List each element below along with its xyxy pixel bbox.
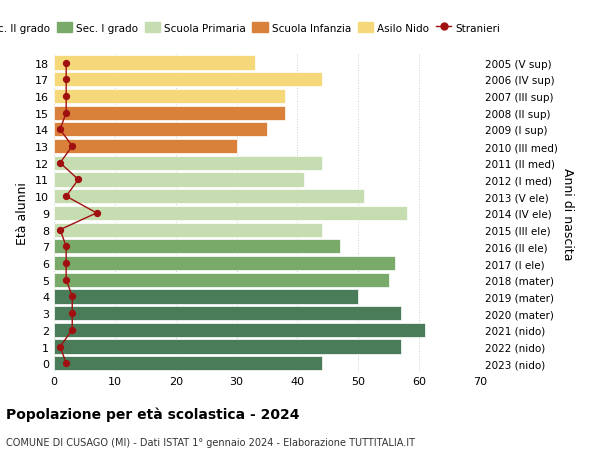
Bar — [54, 290, 358, 304]
Bar — [54, 73, 322, 87]
Point — [67, 310, 77, 317]
Point — [61, 93, 71, 101]
Point — [67, 326, 77, 334]
Point — [61, 360, 71, 367]
Y-axis label: Età alunni: Età alunni — [16, 182, 29, 245]
Point — [55, 226, 65, 234]
Point — [55, 160, 65, 167]
Bar — [54, 340, 401, 354]
Point — [67, 293, 77, 301]
Point — [55, 126, 65, 134]
Point — [61, 110, 71, 117]
Bar — [54, 273, 389, 287]
Bar — [54, 306, 401, 320]
Point — [55, 343, 65, 351]
Point — [61, 276, 71, 284]
Bar — [54, 173, 304, 187]
Point — [61, 60, 71, 67]
Bar — [54, 257, 395, 270]
Bar — [54, 356, 322, 370]
Bar — [54, 90, 285, 104]
Bar — [54, 240, 340, 254]
Point — [61, 243, 71, 251]
Point — [92, 210, 101, 217]
Point — [67, 143, 77, 151]
Bar — [54, 56, 255, 71]
Text: COMUNE DI CUSAGO (MI) - Dati ISTAT 1° gennaio 2024 - Elaborazione TUTTITALIA.IT: COMUNE DI CUSAGO (MI) - Dati ISTAT 1° ge… — [6, 437, 415, 447]
Bar — [54, 123, 267, 137]
Bar — [54, 190, 364, 204]
Point — [61, 193, 71, 201]
Y-axis label: Anni di nascita: Anni di nascita — [562, 167, 574, 260]
Bar — [54, 207, 407, 220]
Bar — [54, 140, 236, 154]
Point — [61, 76, 71, 84]
Point — [74, 176, 83, 184]
Bar — [54, 223, 322, 237]
Bar — [54, 323, 425, 337]
Bar — [54, 106, 285, 121]
Text: Popolazione per età scolastica - 2024: Popolazione per età scolastica - 2024 — [6, 406, 299, 421]
Legend: Sec. II grado, Sec. I grado, Scuola Primaria, Scuola Infanzia, Asilo Nido, Stran: Sec. II grado, Sec. I grado, Scuola Prim… — [0, 19, 505, 38]
Point — [61, 260, 71, 267]
Bar — [54, 157, 322, 170]
